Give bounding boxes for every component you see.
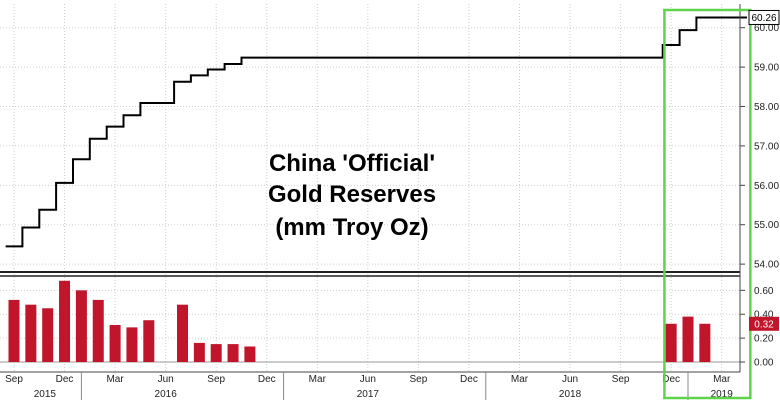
change-bar: [244, 346, 256, 363]
title-line-2: Gold Reserves: [268, 181, 436, 208]
change-bar: [109, 324, 121, 363]
x-month-label: Mar: [106, 374, 124, 385]
x-month-label: Sep: [207, 374, 225, 385]
title-line-3: (mm Troy Oz): [275, 214, 428, 241]
line-last-value-tag: [748, 9, 780, 25]
x-month-label: Dec: [56, 374, 74, 385]
x-year-label: 2017: [357, 389, 380, 400]
bar-last-value-tag: [749, 316, 779, 331]
top-ytick-label: 58.00: [754, 102, 779, 113]
monthly-change-bars: [8, 280, 711, 363]
bottom-ytick-label: 0.20: [754, 334, 774, 345]
x-month-label: Mar: [309, 374, 327, 385]
change-bar: [25, 304, 37, 363]
change-bar: [227, 344, 239, 363]
change-bar: [143, 320, 155, 363]
change-bar: [126, 327, 138, 363]
x-month-label: Dec: [258, 374, 276, 385]
x-year-label: 2018: [559, 389, 582, 400]
bottom-ytick-label: 0.00: [754, 358, 774, 369]
change-bar: [8, 299, 20, 363]
top-ytick-label: 57.00: [754, 141, 779, 152]
x-year-label: 2016: [155, 389, 178, 400]
axes: 54.00 55.00 56.00 57.00 58.00 59.00 60.00 0.00 0…: [0, 4, 779, 400]
x-month-label: Sep: [410, 374, 428, 385]
change-bar: [193, 342, 205, 363]
change-bar: [665, 323, 677, 363]
change-bar: [210, 344, 222, 363]
x-month-label: Jun: [360, 374, 376, 385]
highlight-rect: [663, 8, 752, 400]
last-value-tags: 60.26 0.32: [748, 9, 780, 331]
top-ytick-label: 55.00: [754, 220, 779, 231]
reserves-line: [5, 16, 747, 248]
x-month-label: Mar: [713, 374, 731, 385]
grid-lines: [0, 4, 740, 372]
bar-last-value-label: 0.32: [754, 319, 774, 330]
change-bar: [682, 316, 694, 363]
bottom-ytick-label: 0.60: [754, 286, 774, 297]
x-month-label: Sep: [612, 374, 630, 385]
chart-title: China 'Official' Gold Reserves (mm Troy …: [268, 150, 436, 241]
change-bar: [59, 280, 71, 363]
bottom-ytick-label: 0.40: [754, 310, 774, 321]
change-bar: [699, 323, 711, 363]
x-month-label: Mar: [511, 374, 529, 385]
x-month-label: Jun: [158, 374, 174, 385]
top-ytick-label: 56.00: [754, 181, 779, 192]
top-ytick-label: 54.00: [754, 260, 779, 271]
x-month-label: Sep: [5, 374, 23, 385]
change-bar: [75, 290, 87, 363]
top-ytick-label: 59.00: [754, 63, 779, 74]
x-month-label: Dec: [460, 374, 478, 385]
reserves-line-series: [5, 16, 747, 248]
x-year-label: 2019: [711, 389, 734, 400]
change-bar: [42, 308, 54, 363]
x-month-label: Dec: [662, 374, 680, 385]
x-year-label: 2015: [34, 389, 57, 400]
x-month-label: Jun: [562, 374, 578, 385]
change-bar: [177, 304, 188, 363]
change-bar: [92, 299, 104, 363]
highlight-box: [663, 8, 752, 400]
title-line-1: China 'Official': [269, 150, 435, 177]
top-ytick-label: 60.00: [754, 23, 779, 34]
line-last-value-label: 60.26: [751, 13, 776, 24]
